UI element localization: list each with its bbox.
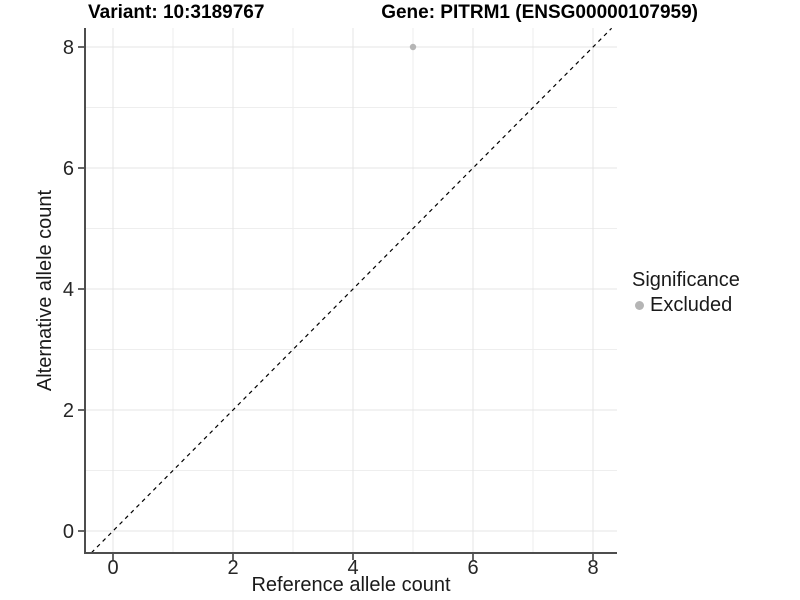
legend-point-icon	[635, 301, 644, 310]
axis-lines	[84, 28, 617, 554]
gene-title: Gene: PITRM1 (ENSG00000107959)	[381, 2, 698, 23]
x-tick-label: 6	[467, 557, 478, 579]
grid-minor	[85, 28, 617, 553]
tick-labels: 0 2 4 6 8 0 2 4 6 8	[63, 37, 599, 579]
legend: Significance Excluded	[630, 269, 740, 317]
x-tick-label: 0	[107, 557, 118, 579]
variant-title: Variant: 10:3189767	[88, 2, 265, 23]
x-tick-label: 4	[347, 557, 358, 579]
legend-title: Significance	[632, 269, 740, 291]
grid-major	[85, 28, 617, 553]
x-axis-title: Reference allele count	[251, 574, 451, 596]
plot-title-bar: Variant: 10:3189767 Gene: PITRM1 (ENSG00…	[88, 2, 698, 24]
x-tick-label: 8	[587, 557, 598, 579]
y-tick-label: 6	[63, 158, 74, 180]
x-tick-label: 2	[227, 557, 238, 579]
y-tick-label: 2	[63, 400, 74, 422]
data-point	[409, 43, 417, 51]
y-tick-label: 8	[63, 37, 74, 59]
y-tick-label: 0	[63, 521, 74, 543]
data-points	[409, 43, 417, 51]
identity-line	[90, 27, 613, 554]
tick-marks	[78, 46, 594, 560]
y-tick-label: 4	[63, 279, 74, 301]
legend-item-label: Excluded	[650, 294, 733, 316]
legend-item-excluded: Excluded	[630, 294, 740, 317]
